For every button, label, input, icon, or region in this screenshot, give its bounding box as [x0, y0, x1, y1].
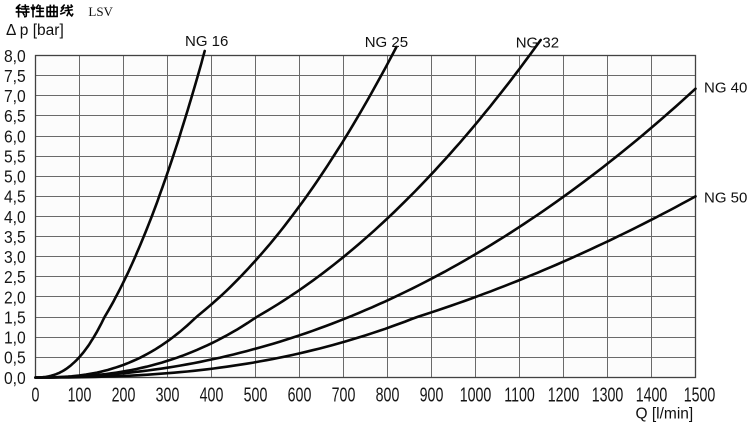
svg-text:900: 900: [420, 383, 444, 406]
svg-text:100: 100: [68, 383, 92, 406]
svg-text:1200: 1200: [548, 383, 580, 406]
svg-text:Q [l/min]: Q [l/min]: [636, 406, 694, 423]
svg-text:3,5: 3,5: [4, 227, 26, 247]
svg-text:4,5: 4,5: [4, 187, 26, 207]
svg-text:8,0: 8,0: [4, 46, 26, 66]
svg-text:800: 800: [376, 383, 400, 406]
svg-text:1,0: 1,0: [4, 328, 26, 348]
svg-text:1100: 1100: [504, 383, 535, 406]
svg-text:6,0: 6,0: [4, 126, 26, 146]
svg-text:0,0: 0,0: [4, 368, 26, 388]
svg-text:LSV: LSV: [88, 4, 113, 19]
svg-text:3,0: 3,0: [4, 247, 26, 267]
svg-text:5,5: 5,5: [4, 146, 26, 166]
svg-text:500: 500: [244, 383, 268, 406]
svg-text:7,0: 7,0: [4, 86, 26, 106]
svg-text:NG 40: NG 40: [704, 80, 747, 97]
svg-text:1500: 1500: [684, 383, 716, 406]
svg-text:1400: 1400: [636, 383, 668, 406]
svg-text:7,5: 7,5: [4, 66, 26, 86]
svg-text:NG 50: NG 50: [704, 189, 747, 206]
svg-text:200: 200: [112, 383, 136, 406]
svg-text:1,5: 1,5: [4, 307, 26, 327]
svg-text:1000: 1000: [460, 383, 492, 406]
svg-text:6,5: 6,5: [4, 106, 26, 126]
svg-text:NG 32: NG 32: [516, 35, 559, 52]
svg-text:NG 16: NG 16: [185, 33, 228, 50]
svg-text:400: 400: [200, 383, 224, 406]
svg-text:4,0: 4,0: [4, 207, 26, 227]
svg-text:600: 600: [288, 383, 312, 406]
svg-text:2,5: 2,5: [4, 267, 26, 287]
svg-text:300: 300: [156, 383, 180, 406]
svg-text:2,0: 2,0: [4, 287, 26, 307]
svg-text:1300: 1300: [592, 383, 624, 406]
svg-text:Δ p [bar]: Δ p [bar]: [6, 22, 64, 39]
svg-text:5,0: 5,0: [4, 167, 26, 187]
svg-text:700: 700: [332, 383, 356, 406]
svg-text:0,5: 0,5: [4, 348, 26, 368]
svg-text:0: 0: [32, 383, 40, 406]
svg-text:NG 25: NG 25: [365, 34, 408, 51]
